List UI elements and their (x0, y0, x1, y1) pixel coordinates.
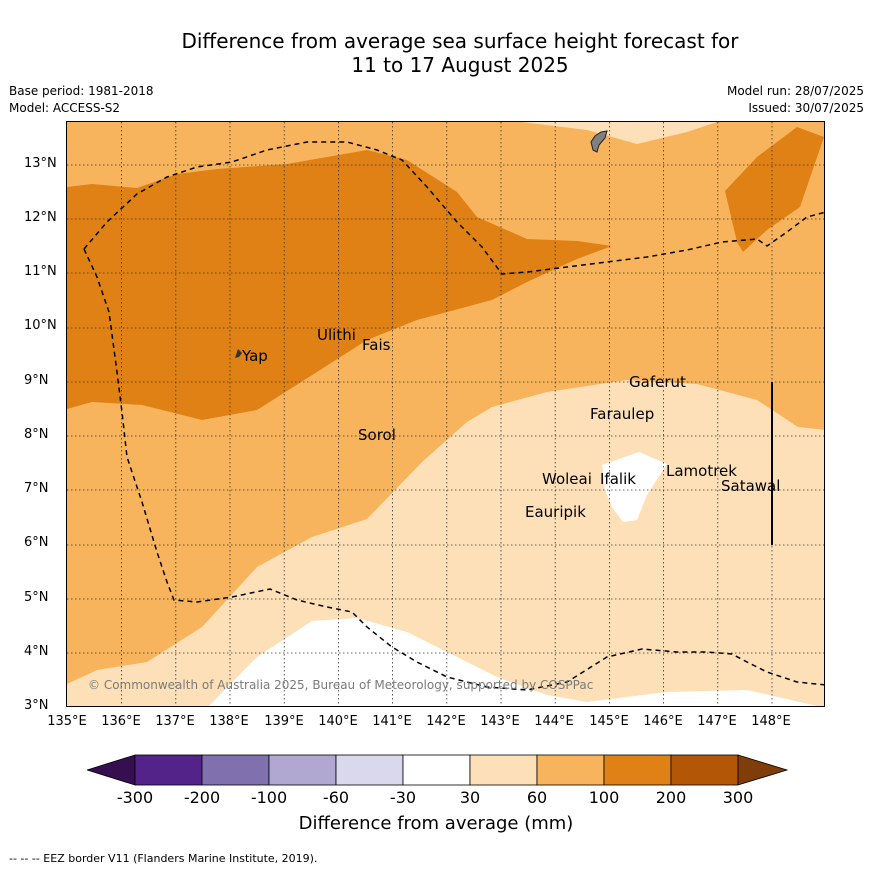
band-neutral-south (208, 618, 818, 706)
x-tick-label: 146°E (643, 714, 683, 729)
x-tick-label: 137°E (155, 714, 195, 729)
place-label-woleai: Woleai (542, 470, 592, 488)
yap-island (235, 349, 242, 358)
x-tick-label: 144°E (534, 714, 574, 729)
colorbar-tick-label: -100 (250, 788, 288, 807)
chart-title-line2: 11 to 17 August 2025 (351, 53, 569, 77)
x-tick-label: 145°E (589, 714, 629, 729)
place-label-ulithi: Ulithi (317, 326, 356, 344)
place-label-yap: Yap (242, 347, 268, 365)
y-tick-label: 3°N (24, 698, 49, 713)
colorbar-tick-label: -200 (183, 788, 221, 807)
colorbar-swatch (201, 754, 270, 786)
chart-title-line1: Difference from average sea surface heig… (181, 29, 739, 53)
y-tick-label: 9°N (24, 373, 49, 388)
x-tick-label: 140°E (318, 714, 358, 729)
y-tick-label: 13°N (24, 156, 57, 171)
colorbar-swatch (603, 754, 672, 786)
x-tick-label: 135°E (47, 714, 87, 729)
x-tick-label: 138°E (209, 714, 249, 729)
copyright-text: © Commonwealth of Australia 2025, Bureau… (88, 678, 594, 692)
place-label-sorol: Sorol (358, 426, 396, 444)
y-tick-label: 6°N (24, 535, 49, 550)
graticule (67, 122, 824, 706)
eez-border-line (83, 141, 824, 275)
y-tick-label: 4°N (24, 644, 49, 659)
colorbar-tick-label: -30 (389, 788, 417, 807)
y-tick-label: 5°N (24, 590, 49, 605)
colorbar-tick-label: 300 (722, 788, 754, 807)
x-tick-label: 136°E (101, 714, 141, 729)
colorbar-swatch (268, 754, 337, 786)
colorbar-extend-low (85, 754, 136, 786)
y-tick-label: 12°N (24, 210, 57, 225)
place-label-fais: Fais (362, 336, 391, 354)
colorbar-tick-label: 30 (459, 788, 481, 807)
x-tick-label: 147°E (697, 714, 737, 729)
colorbar-tick-label: -60 (322, 788, 350, 807)
colorbar-tick-label: 60 (526, 788, 548, 807)
eez-border-west (83, 248, 824, 691)
colorbar-svg (85, 754, 789, 786)
y-tick-label: 10°N (24, 318, 57, 333)
place-label-gaferut: Gaferut (629, 373, 686, 391)
band-30-60-north (522, 122, 717, 144)
band-neutral-central (602, 452, 667, 522)
guam-island (590, 130, 608, 153)
colorbar (85, 754, 789, 790)
colorbar-swatch (134, 754, 203, 786)
colorbar-swatch (469, 754, 538, 786)
base-period-text: Base period: 1981-2018 (9, 84, 154, 98)
issued-text: Issued: 30/07/2025 (748, 101, 864, 115)
colorbar-swatch (335, 754, 404, 786)
x-tick-label: 143°E (480, 714, 520, 729)
x-tick-label: 142°E (426, 714, 466, 729)
y-tick-label: 8°N (24, 427, 49, 442)
colorbar-swatch (402, 754, 471, 786)
colorbar-title: Difference from average (mm) (298, 813, 574, 834)
y-tick-label: 7°N (24, 481, 49, 496)
place-label-ifalik: Ifalik (600, 470, 636, 488)
place-label-eauripik: Eauripik (525, 503, 586, 521)
model-run-text: Model run: 28/07/2025 (726, 84, 864, 98)
x-tick-label: 141°E (372, 714, 412, 729)
x-tick-label: 148°E (751, 714, 791, 729)
map-panel (66, 121, 825, 707)
eez-legend-note: -- -- -- EEZ border V11 (Flanders Marine… (9, 852, 318, 865)
colorbar-swatch (536, 754, 605, 786)
y-tick-label: 11°N (24, 264, 57, 279)
place-label-satawal: Satawal (721, 477, 781, 495)
band-100-200-east (725, 127, 824, 252)
x-tick-label: 139°E (264, 714, 304, 729)
place-label-faraulep: Faraulep (590, 405, 655, 423)
colorbar-extend-high (737, 754, 789, 786)
model-text: Model: ACCESS-S2 (9, 101, 121, 115)
colorbar-tick-label: 100 (588, 788, 620, 807)
map-svg (67, 122, 824, 706)
colorbar-tick-label: 200 (655, 788, 687, 807)
colorbar-swatch (670, 754, 739, 786)
band-100-200-west (67, 150, 612, 420)
colorbar-tick-label: -300 (116, 788, 154, 807)
place-label-lamotrek: Lamotrek (666, 462, 737, 480)
